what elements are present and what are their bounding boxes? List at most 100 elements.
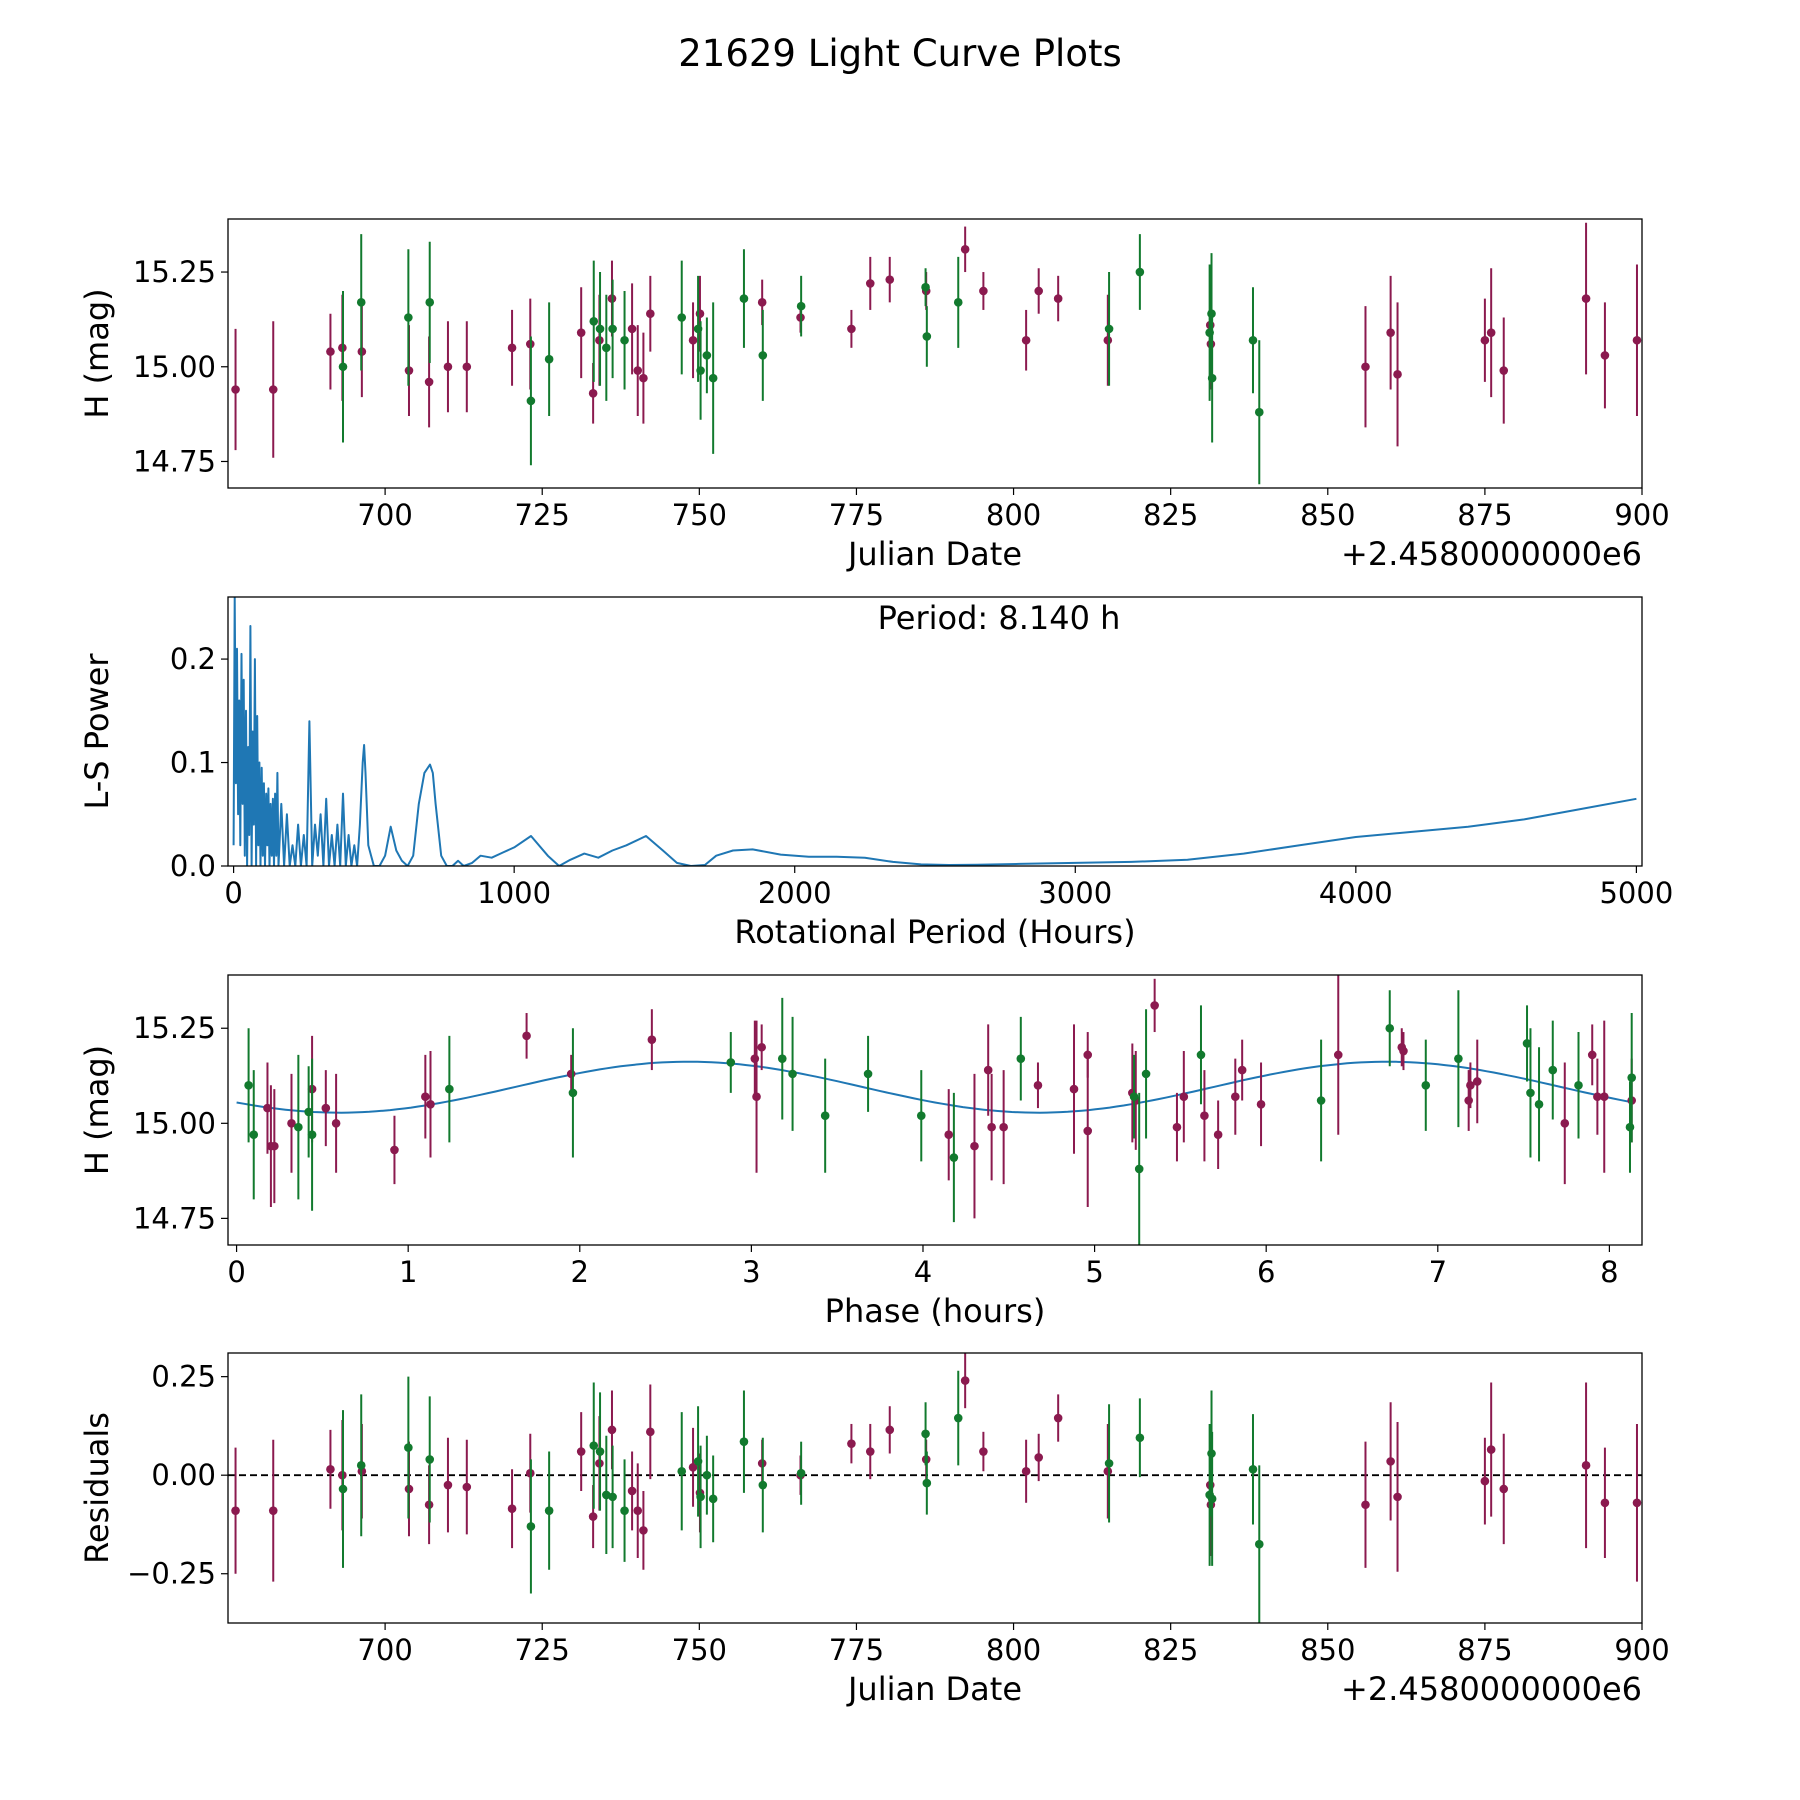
x-tick-label: 5 (1085, 1255, 1103, 1289)
data-point (1632, 1498, 1642, 1508)
data-point (970, 1141, 979, 1151)
y-axis-label: H (mag) (78, 288, 116, 418)
data-point (865, 279, 875, 288)
data-point (1464, 1096, 1473, 1105)
x-tick-label: 725 (515, 498, 570, 532)
data-point (304, 1107, 313, 1117)
data-point (595, 1447, 605, 1456)
data-point (633, 366, 643, 375)
data-point (922, 1478, 932, 1488)
data-point (338, 1484, 348, 1494)
data-point (865, 1447, 875, 1456)
data-point (268, 1506, 278, 1515)
data-point (633, 1506, 643, 1515)
data-point (796, 1468, 806, 1478)
data-point (1237, 1065, 1247, 1075)
data-point (1213, 1130, 1223, 1140)
data-point (1033, 1080, 1043, 1090)
data-point (568, 1088, 578, 1098)
data-point (1587, 1050, 1597, 1060)
data-point (1600, 351, 1610, 360)
data-point (1134, 1164, 1144, 1174)
data-point (287, 1119, 296, 1128)
data-point (595, 324, 605, 334)
data-point (1104, 1459, 1114, 1468)
data-point (1399, 1046, 1408, 1056)
y-tick-label: 0.25 (151, 1360, 216, 1394)
data-point (627, 324, 637, 334)
data-point (1135, 1433, 1145, 1443)
data-point (758, 351, 768, 360)
data-point (1256, 1099, 1266, 1109)
data-point (1386, 328, 1395, 337)
data-point (752, 1092, 761, 1101)
data-point (620, 1506, 629, 1515)
data-point (1172, 1122, 1182, 1132)
axes-frame (227, 596, 1643, 867)
data-point (1248, 1464, 1258, 1474)
data-point (1625, 1122, 1635, 1132)
data-point (696, 1492, 705, 1502)
data-point (1393, 1492, 1402, 1502)
data-point (404, 1443, 413, 1452)
data-point (588, 388, 598, 398)
data-point (445, 1084, 454, 1094)
data-point (921, 282, 930, 292)
data-point (1200, 1111, 1209, 1121)
x-tick-label: 0 (227, 1255, 245, 1289)
data-point (231, 1506, 240, 1515)
data-point (608, 324, 617, 334)
data-point (1581, 294, 1591, 303)
data-point (404, 313, 413, 322)
y-axis-label: Residuals (78, 1412, 116, 1564)
data-point (1522, 1039, 1532, 1048)
data-point (987, 1122, 996, 1132)
data-point (726, 1058, 736, 1067)
data-point (294, 1122, 303, 1132)
data-point (953, 298, 963, 307)
data-point (522, 1031, 531, 1041)
x-tick-label: 4000 (1319, 876, 1393, 910)
x-tick-label: 775 (829, 1633, 884, 1667)
data-point (1103, 335, 1113, 345)
x-axis-label: Phase (hours) (825, 1292, 1046, 1330)
data-point (627, 1486, 637, 1496)
data-point (268, 385, 278, 394)
data-point (249, 1130, 259, 1140)
data-point (1499, 366, 1509, 375)
data-point (443, 362, 453, 372)
data-point (916, 1111, 926, 1121)
panel-phased: 0 1 2 3 4 5 6 7 8 14.75 15.00 15.25 Phase (hours) H (… (78, 974, 1643, 1330)
data-point (1526, 1088, 1535, 1098)
x-tick-label: 7 (1429, 1255, 1447, 1289)
y-tick-label: 15.00 (133, 1106, 216, 1140)
data-point (757, 1042, 766, 1052)
data-point (1472, 1077, 1482, 1086)
data-point (462, 1482, 472, 1492)
x-tick-label: 4 (914, 1255, 932, 1289)
data-point (321, 1103, 331, 1113)
data-point (739, 1437, 749, 1446)
panel-periodogram: 0 1000 2000 3000 4000 5000 0.0 0.1 0.2 Rotational… (78, 596, 1673, 951)
x-axis-label: Rotational Period (Hours) (734, 913, 1135, 951)
data-point (1361, 362, 1370, 372)
data-point (331, 1119, 341, 1128)
data-point (356, 1461, 366, 1470)
data-point (1486, 1445, 1496, 1454)
data-point (1454, 1054, 1463, 1063)
y-tick-label: −0.25 (127, 1557, 216, 1591)
x-tick-label: 6 (1257, 1255, 1275, 1289)
series-green (338, 1370, 1264, 1623)
data-point (1593, 1092, 1602, 1101)
panel-lightcurve: 700 725 750 775 800 825 850 875 900 14.75 15.00 15.… (78, 218, 1670, 573)
data-point (960, 1376, 970, 1385)
data-point (443, 1480, 453, 1490)
data-point (1386, 1457, 1395, 1466)
data-point (1486, 328, 1496, 337)
data-point (544, 354, 554, 364)
data-point (1135, 267, 1145, 277)
x-tick-label: 775 (829, 498, 884, 532)
x-tick-label: 900 (1614, 1633, 1669, 1667)
